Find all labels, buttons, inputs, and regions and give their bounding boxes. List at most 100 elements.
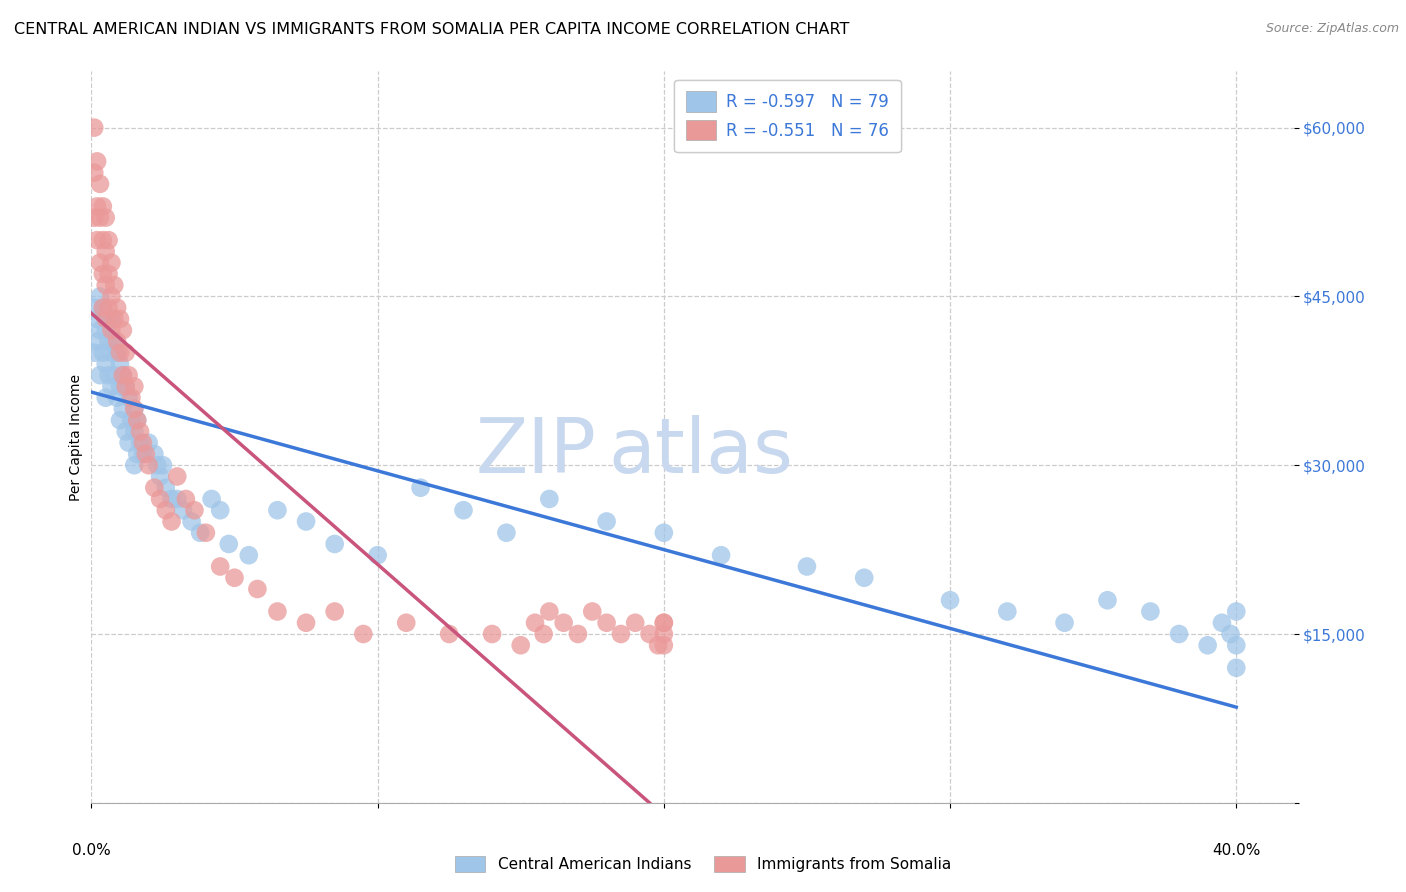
Point <box>367 548 389 562</box>
Point <box>1225 661 1247 675</box>
Point <box>97 368 120 383</box>
Point <box>89 177 111 191</box>
Point <box>100 312 122 326</box>
Point <box>103 278 125 293</box>
Point <box>86 334 108 349</box>
Point <box>652 627 675 641</box>
Point <box>295 615 318 630</box>
Text: ZIP: ZIP <box>475 415 596 489</box>
Point <box>183 503 205 517</box>
Point <box>1197 638 1219 652</box>
Y-axis label: Per Capita Income: Per Capita Income <box>69 374 83 500</box>
Point <box>105 334 128 349</box>
Point <box>132 447 155 461</box>
Point <box>149 469 172 483</box>
Point <box>86 233 108 247</box>
Point <box>94 357 117 371</box>
Point <box>121 391 143 405</box>
Point <box>138 458 160 473</box>
Point <box>100 289 122 303</box>
Point <box>995 605 1018 619</box>
Point <box>146 458 169 473</box>
Point <box>124 401 146 416</box>
Point <box>295 515 318 529</box>
Point <box>114 345 136 359</box>
Point <box>127 447 149 461</box>
Text: 0.0%: 0.0% <box>72 843 111 858</box>
Legend: R = -0.597   N = 79, R = -0.551   N = 76: R = -0.597 N = 79, R = -0.551 N = 76 <box>675 79 900 152</box>
Point <box>89 289 111 303</box>
Point <box>103 368 125 383</box>
Point <box>124 379 146 393</box>
Text: CENTRAL AMERICAN INDIAN VS IMMIGRANTS FROM SOMALIA PER CAPITA INCOME CORRELATION: CENTRAL AMERICAN INDIAN VS IMMIGRANTS FR… <box>14 22 849 37</box>
Point <box>117 391 139 405</box>
Point <box>100 345 122 359</box>
Point <box>652 525 675 540</box>
Point <box>100 255 122 269</box>
Point <box>652 615 675 630</box>
Point <box>453 503 475 517</box>
Point <box>83 301 105 315</box>
Text: atlas: atlas <box>609 415 793 489</box>
Point <box>94 391 117 405</box>
Point <box>180 515 202 529</box>
Point <box>160 491 183 506</box>
Point <box>143 481 166 495</box>
Point <box>652 638 675 652</box>
Point <box>481 627 503 641</box>
Text: Source: ZipAtlas.com: Source: ZipAtlas.com <box>1265 22 1399 36</box>
Point <box>117 435 139 450</box>
Point <box>160 515 183 529</box>
Point <box>647 638 669 652</box>
Point <box>138 435 160 450</box>
Point <box>108 379 131 393</box>
Point <box>595 615 617 630</box>
Point <box>91 233 114 247</box>
Point <box>509 638 531 652</box>
Point <box>1219 627 1241 641</box>
Point <box>91 301 114 315</box>
Legend: Central American Indians, Immigrants from Somalia: Central American Indians, Immigrants fro… <box>447 848 959 880</box>
Point <box>94 323 117 337</box>
Point <box>853 571 876 585</box>
Point <box>89 323 111 337</box>
Point <box>108 312 131 326</box>
Point <box>83 120 105 135</box>
Point <box>121 413 143 427</box>
Point <box>1097 593 1119 607</box>
Point <box>155 481 177 495</box>
Point <box>152 458 174 473</box>
Point <box>127 413 149 427</box>
Point <box>127 413 149 427</box>
Point <box>143 447 166 461</box>
Point <box>103 312 125 326</box>
Point <box>266 605 288 619</box>
Point <box>939 593 962 607</box>
Point <box>89 211 111 225</box>
Point <box>1225 638 1247 652</box>
Point <box>124 425 146 439</box>
Point <box>188 525 211 540</box>
Point <box>103 334 125 349</box>
Point <box>100 379 122 393</box>
Point <box>209 503 232 517</box>
Point <box>108 413 131 427</box>
Point <box>97 233 120 247</box>
Point <box>83 345 105 359</box>
Point <box>238 548 260 562</box>
Point <box>129 435 152 450</box>
Point <box>155 503 177 517</box>
Point <box>132 435 155 450</box>
Point <box>266 503 288 517</box>
Point <box>108 357 131 371</box>
Point <box>323 605 346 619</box>
Point <box>94 211 117 225</box>
Point <box>538 605 561 619</box>
Point <box>1211 615 1233 630</box>
Point <box>111 368 134 383</box>
Point <box>124 401 146 416</box>
Point <box>94 278 117 293</box>
Point <box>395 615 418 630</box>
Point <box>524 615 547 630</box>
Point <box>1225 605 1247 619</box>
